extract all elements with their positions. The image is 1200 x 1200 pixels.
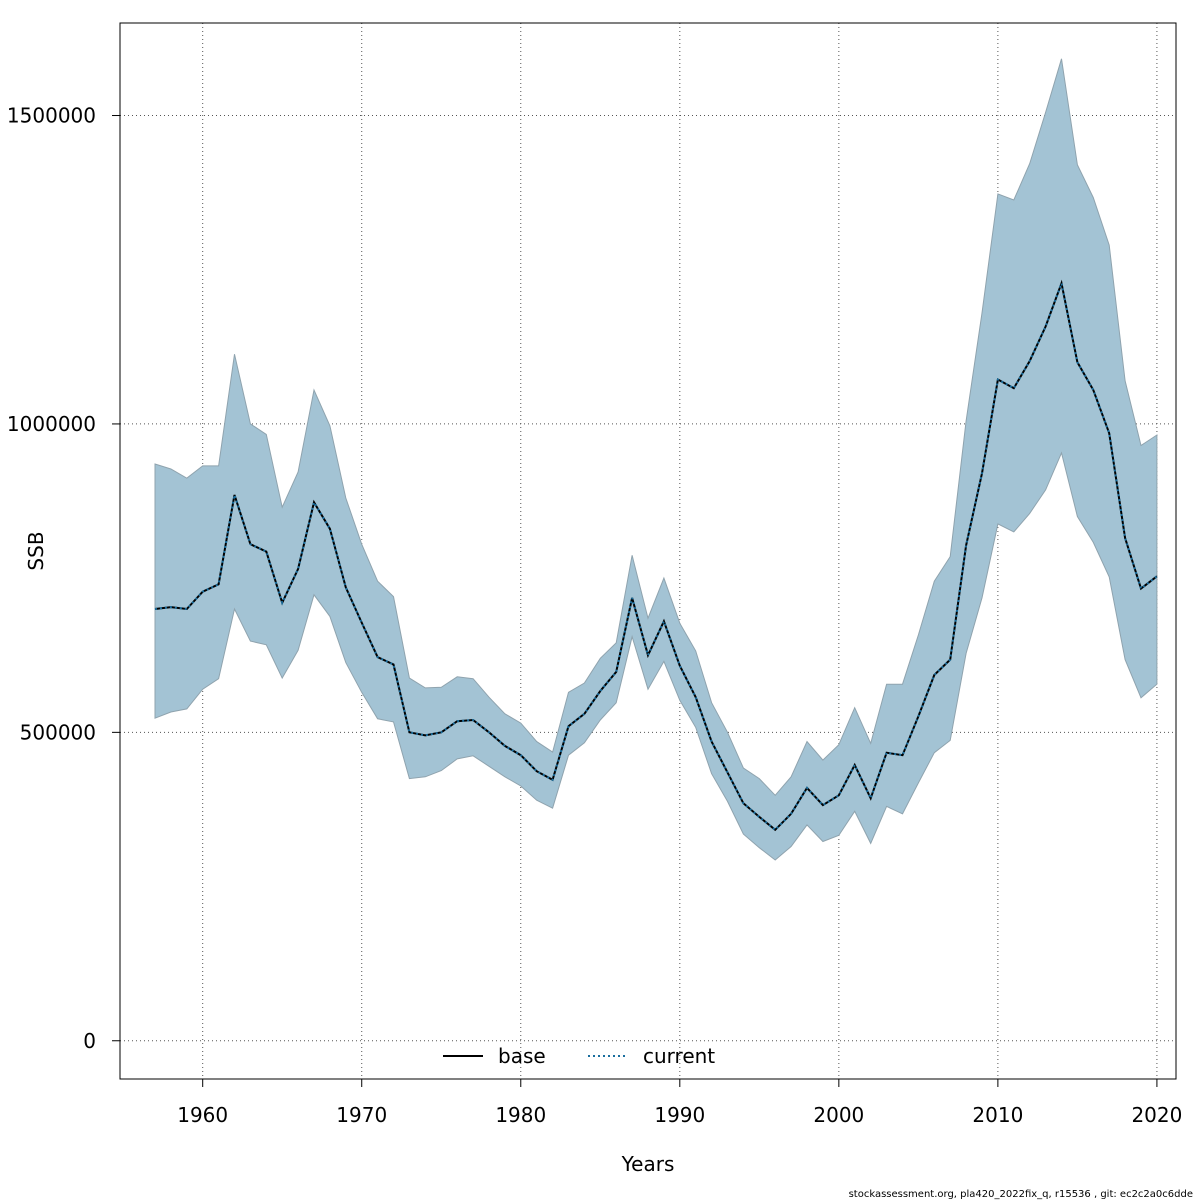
legend-label-base: base bbox=[498, 1044, 546, 1068]
y-tick-label-500000: 500000 bbox=[20, 720, 96, 744]
x-tick-label-2000: 2000 bbox=[813, 1103, 864, 1127]
legend-label-current: current bbox=[643, 1044, 715, 1068]
x-axis: 1960 1970 1980 1990 2000 2010 2020 bbox=[177, 1079, 1182, 1127]
legend: base current bbox=[443, 1044, 715, 1068]
x-tick-label-1960: 1960 bbox=[177, 1103, 228, 1127]
y-tick-label-0: 0 bbox=[83, 1029, 96, 1053]
confidence-band bbox=[154, 58, 1158, 861]
x-axis-title: Years bbox=[621, 1152, 675, 1176]
series-line-base bbox=[154, 279, 1158, 832]
y-tick-label-1500000: 1500000 bbox=[7, 104, 96, 128]
x-tick-label-1990: 1990 bbox=[654, 1103, 705, 1127]
y-axis-title: SSB bbox=[24, 531, 48, 570]
footer-note: stockassessment.org, pla420_2022fix_q, r… bbox=[849, 1189, 1193, 1200]
x-tick-label-2010: 2010 bbox=[972, 1103, 1023, 1127]
y-tick-label-1000000: 1000000 bbox=[7, 412, 96, 436]
x-tick-label-1970: 1970 bbox=[336, 1103, 387, 1127]
plot-frame bbox=[119, 22, 1177, 1080]
x-tick-label-2020: 2020 bbox=[1131, 1103, 1182, 1127]
x-tick-label-1980: 1980 bbox=[495, 1103, 546, 1127]
y-axis: 0 500000 1000000 1500000 bbox=[7, 104, 120, 1053]
